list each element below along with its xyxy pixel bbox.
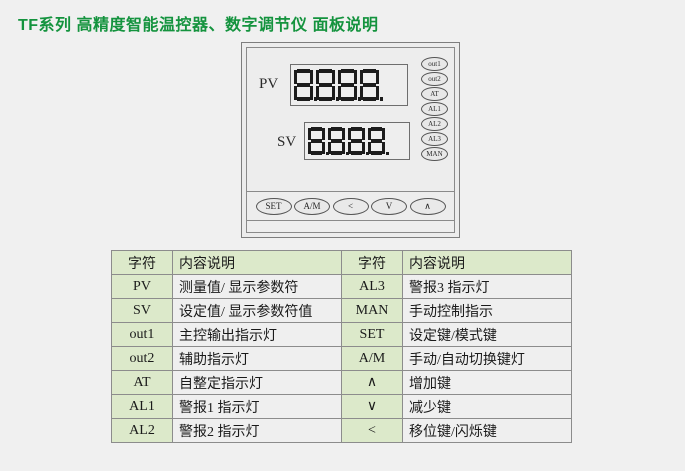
symbol-cell: AL2: [111, 418, 173, 443]
table-row: out1 主控输出指示灯 SET 设定键/模式键: [111, 322, 572, 347]
header-description-left: 内容说明: [172, 250, 342, 275]
description-cell: 自整定指示灯: [172, 370, 342, 395]
symbol-cell: A/M: [341, 346, 403, 371]
legend-table: 字符 内容说明 字符 内容说明 PV 测量值/ 显示参数符 AL3 警报3 指示…: [111, 250, 572, 443]
up-button[interactable]: ∧: [409, 197, 446, 215]
shift-button[interactable]: <: [332, 197, 369, 215]
table-row: SV 设定值/ 显示参数符值 MAN 手动控制指示: [111, 298, 572, 323]
description-cell: 移位键/闪烁键: [402, 418, 572, 443]
lamp-al3: AL3: [421, 132, 448, 146]
description-cell: 减少键: [402, 394, 572, 419]
table-row: AL2 警报2 指示灯 < 移位键/闪烁键: [111, 418, 572, 443]
pv-digit-4: [360, 69, 383, 101]
header-symbol-right: 字符: [341, 250, 403, 275]
symbol-cell: MAN: [341, 298, 403, 323]
symbol-cell: out2: [111, 346, 173, 371]
description-cell: 手动控制指示: [402, 298, 572, 323]
lamp-out1: out1: [421, 57, 448, 71]
controller-device-panel: PV SV out1 out2: [241, 42, 460, 238]
table-row: AL1 警报1 指示灯 ∨ 减少键: [111, 394, 572, 419]
description-cell: 设定值/ 显示参数符值: [172, 298, 342, 323]
symbol-cell: AL3: [341, 274, 403, 299]
description-cell: 警报1 指示灯: [172, 394, 342, 419]
sv-seven-segment-display: [304, 122, 410, 160]
auto-manual-button[interactable]: A/M: [294, 197, 330, 215]
symbol-cell: ∨: [341, 394, 403, 419]
table-row: AT 自整定指示灯 ∧ 增加键: [111, 370, 572, 395]
header-symbol-left: 字符: [111, 250, 173, 275]
sv-digit-2: [328, 127, 349, 155]
sv-digit-3: [348, 127, 369, 155]
pv-label: PV: [259, 76, 279, 92]
device-display-area: PV SV out1 out2: [247, 48, 454, 192]
description-cell: 手动/自动切换键灯: [402, 346, 572, 371]
page-title: TF系列 高精度智能温控器、数字调节仪 面板说明: [18, 17, 379, 34]
lamp-out2: out2: [421, 72, 448, 86]
symbol-cell: AT: [111, 370, 173, 395]
pv-digit-2: [316, 69, 339, 101]
set-button[interactable]: SET: [255, 197, 292, 215]
pv-seven-segment-display: [290, 64, 408, 106]
symbol-cell: PV: [111, 274, 173, 299]
sv-label: SV: [277, 134, 297, 150]
device-bottom-bar: [247, 221, 454, 232]
header-description-right: 内容说明: [402, 250, 572, 275]
description-cell: 设定键/模式键: [402, 322, 572, 347]
lamp-al2: AL2: [421, 117, 448, 131]
symbol-cell: out1: [111, 322, 173, 347]
sv-digits: [308, 127, 389, 155]
symbol-cell: SET: [341, 322, 403, 347]
table-header-row: 字符 内容说明 字符 内容说明: [111, 250, 572, 275]
description-cell: 增加键: [402, 370, 572, 395]
pv-digit-3: [338, 69, 361, 101]
table-row: PV 测量值/ 显示参数符 AL3 警报3 指示灯: [111, 274, 572, 299]
description-cell: 辅助指示灯: [172, 346, 342, 371]
description-cell: 主控输出指示灯: [172, 322, 342, 347]
description-cell: 测量值/ 显示参数符: [172, 274, 342, 299]
symbol-cell: SV: [111, 298, 173, 323]
pv-digit-1: [294, 69, 317, 101]
symbol-cell: <: [341, 418, 403, 443]
device-inner-frame: PV SV out1 out2: [246, 47, 455, 233]
sv-digit-4: [368, 127, 389, 155]
symbol-cell: ∧: [341, 370, 403, 395]
description-cell: 警报3 指示灯: [402, 274, 572, 299]
lamp-man: MAN: [421, 147, 448, 161]
down-button[interactable]: V: [371, 197, 407, 215]
symbol-cell: AL1: [111, 394, 173, 419]
description-cell: 警报2 指示灯: [172, 418, 342, 443]
sv-digit-1: [308, 127, 329, 155]
table-row: out2 辅助指示灯 A/M 手动/自动切换键灯: [111, 346, 572, 371]
indicator-lamp-column: out1 out2 AT AL1 AL2 AL3 MAN: [421, 57, 448, 161]
lamp-at: AT: [421, 87, 448, 101]
lamp-al1: AL1: [421, 102, 448, 116]
pv-digits: [294, 69, 383, 101]
device-keypad: SET A/M < V ∧: [247, 192, 454, 221]
